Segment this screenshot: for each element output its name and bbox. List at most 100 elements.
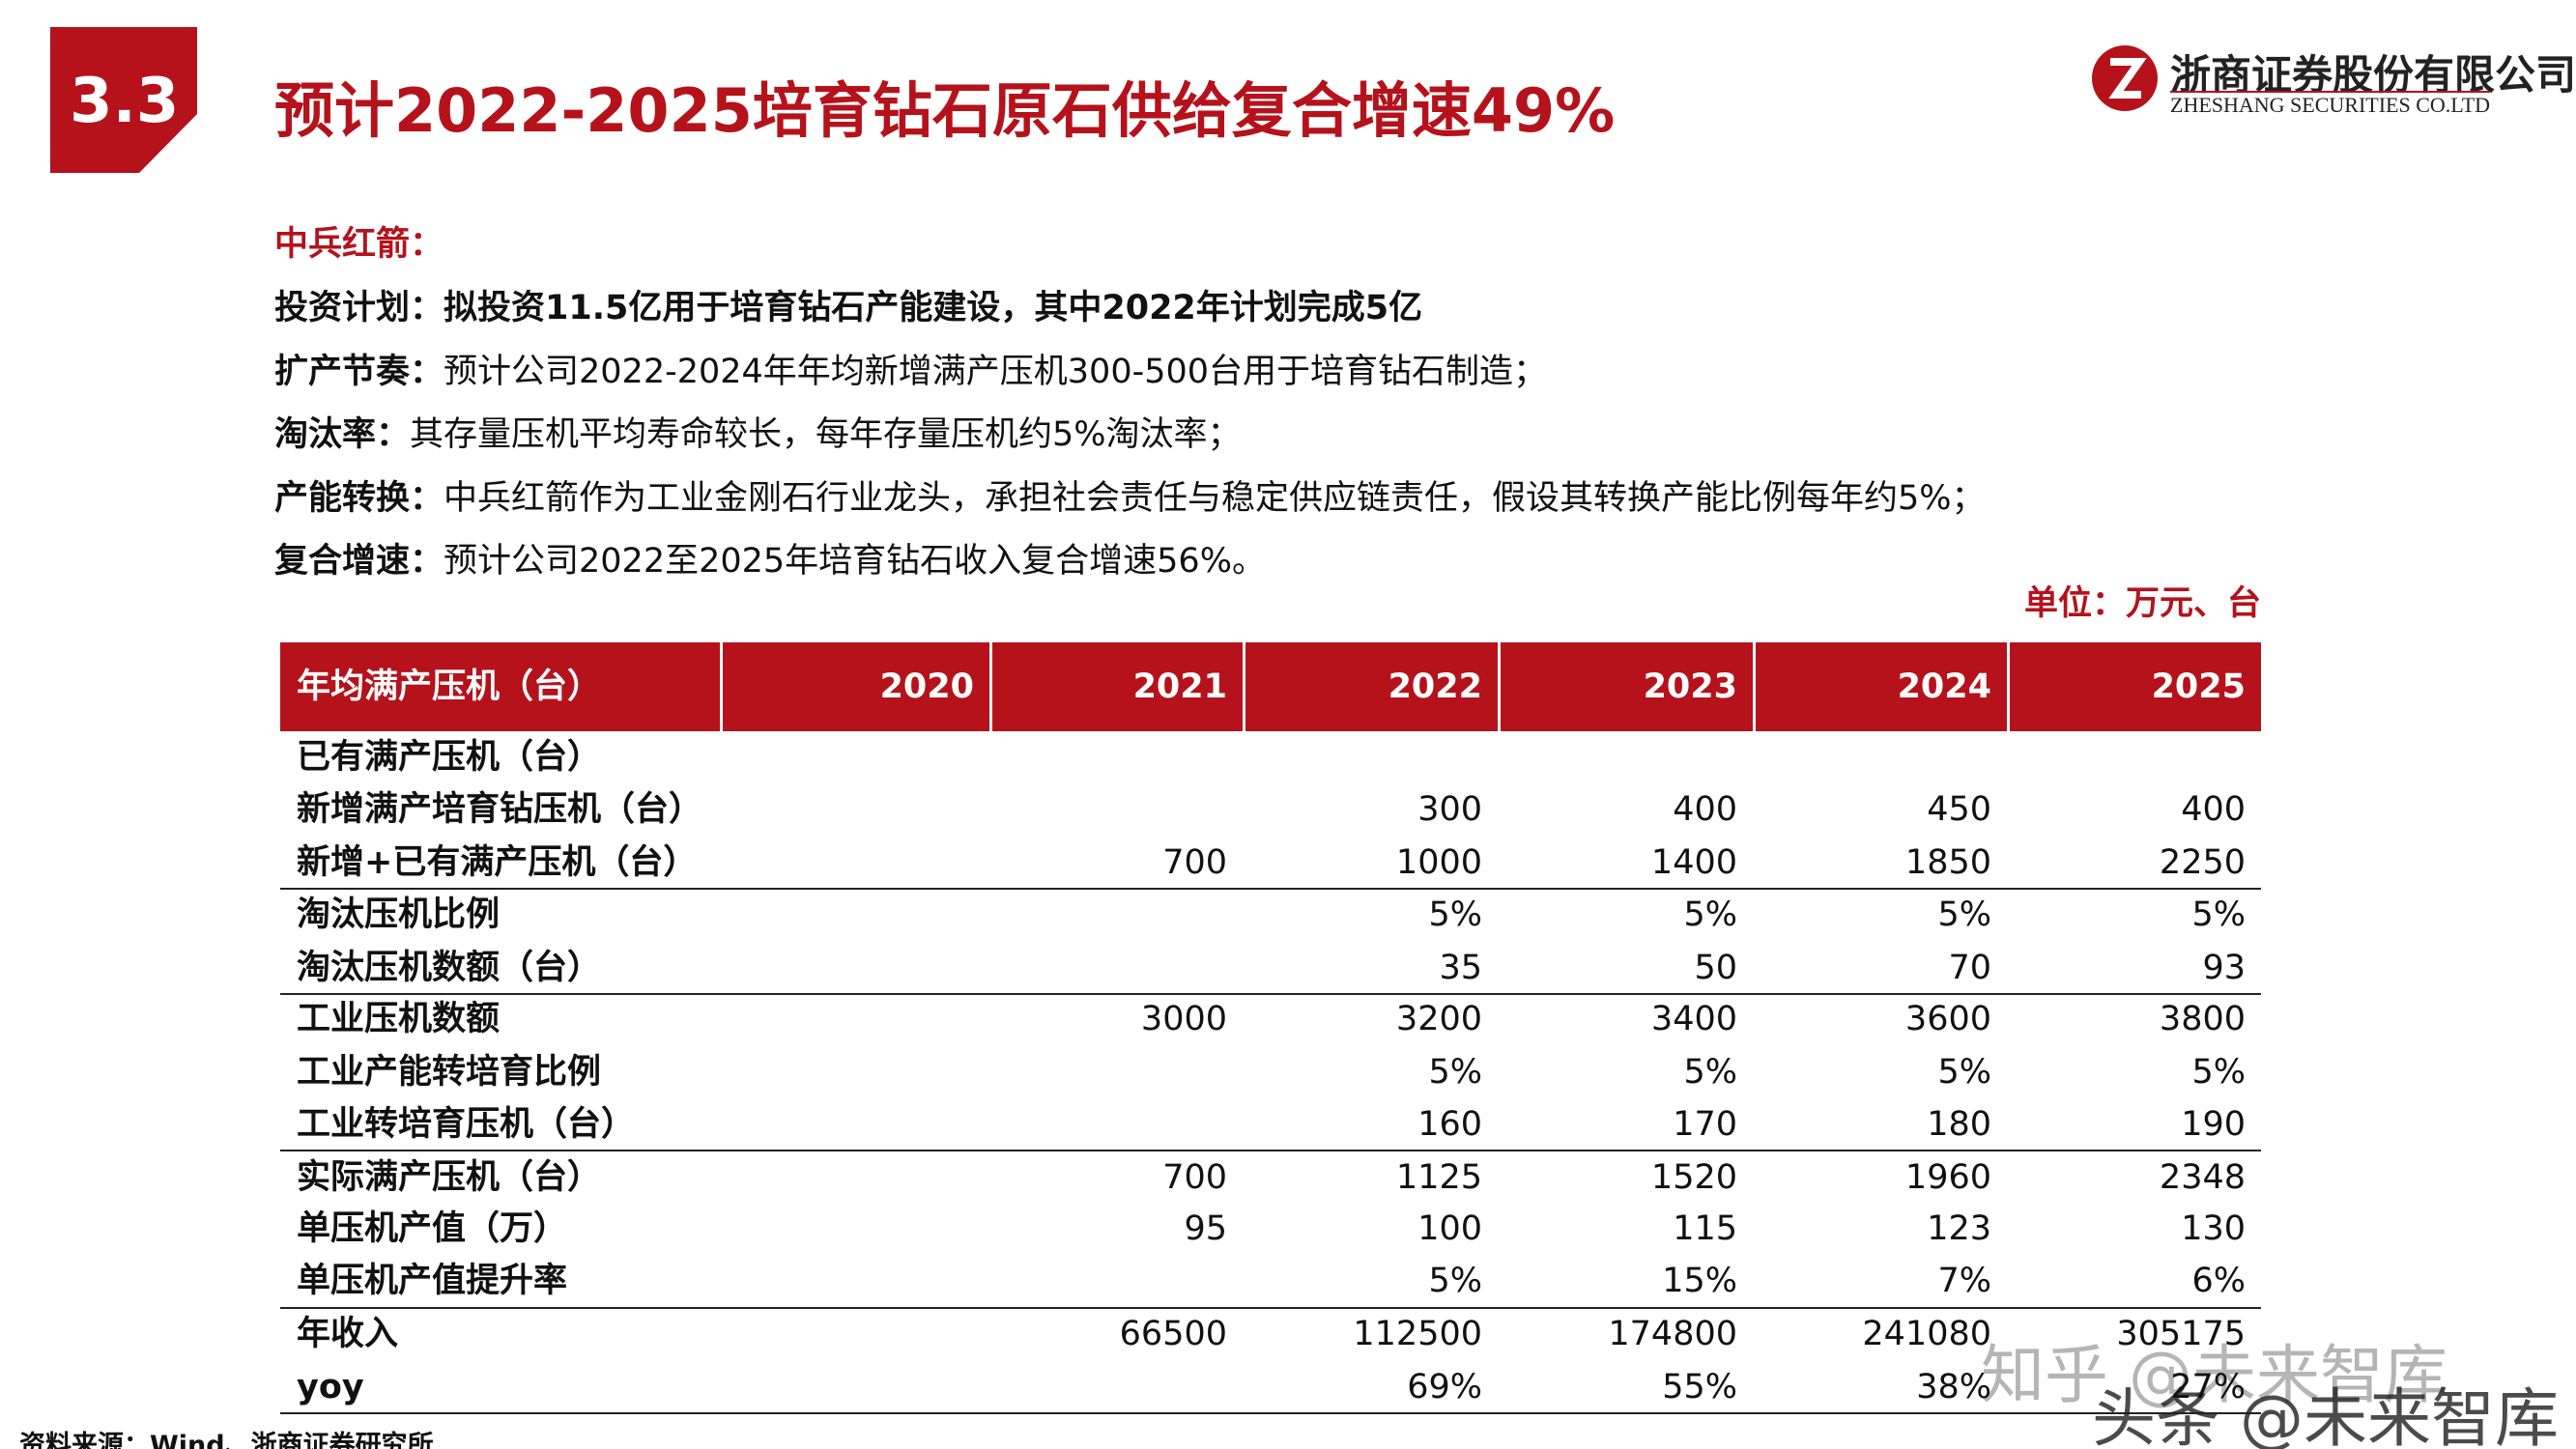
intro-line: 投资计划：拟投资11.5亿用于培育钻石产能建设，其中2022年计划完成5亿	[274, 280, 1422, 329]
row-label: 已有满产压机（台）	[297, 738, 602, 777]
cell-value: 1400	[1650, 843, 1737, 882]
cell-value: 241080	[1862, 1315, 1991, 1353]
cell-value: 300	[1417, 790, 1482, 829]
intro-line: 复合增速：预计公司2022至2025年培育钻石收入复合增速56%。	[274, 533, 1266, 582]
source: 资料来源：Wind、浙商证券研究所	[19, 1431, 434, 1449]
cell-value: 5%	[1428, 895, 1482, 934]
row-label: 新增+已有满产压机（台）	[297, 843, 698, 882]
row-label: yoy	[297, 1368, 364, 1406]
watermark: 头条 @未来智库	[2092, 1381, 2559, 1449]
cell-value: 2348	[2159, 1158, 2246, 1197]
intro-line: 扩产节奏：预计公司2022-2024年年均新增满产压机300-500台用于培育钻…	[274, 344, 1547, 393]
cell-value: 95	[1184, 1209, 1227, 1248]
section-number: 3.3	[70, 66, 180, 137]
column-header: 2022	[1388, 668, 1482, 706]
cell-value: 3800	[2159, 1000, 2246, 1038]
header-divider	[2007, 642, 2010, 731]
cell-value: 2250	[2159, 843, 2246, 882]
header-divider	[989, 642, 992, 731]
cell-value: 130	[2181, 1209, 2246, 1248]
cell-value: 3600	[1904, 1000, 1991, 1038]
cell-value: 35	[1439, 949, 1482, 987]
row-label: 单压机产值（万）	[297, 1209, 568, 1248]
cell-value: 180	[1927, 1105, 1991, 1144]
row-rule	[280, 1307, 2261, 1309]
cell-value: 69%	[1407, 1368, 1482, 1406]
row-rule	[280, 993, 2261, 995]
intro-text: 拟投资11.5亿用于培育钻石产能建设，其中2022年计划完成5亿	[444, 289, 1423, 327]
cell-value: 5%	[2191, 895, 2246, 934]
column-header: 2023	[1643, 668, 1737, 706]
column-header: 2020	[879, 668, 974, 706]
cell-value: 15%	[1662, 1262, 1737, 1300]
column-header: 年均满产压机（台）	[297, 668, 602, 706]
cell-value: 3000	[1140, 1000, 1227, 1038]
cell-value: 190	[2181, 1105, 2246, 1144]
intro-text: 预计公司2022-2024年年均新增满产压机300-500台用于培育钻石制造；	[444, 353, 1548, 391]
cell-value: 5%	[1428, 1262, 1482, 1300]
row-rule	[280, 1412, 2261, 1414]
cell-value: 6%	[2191, 1262, 2246, 1300]
logo-english: ZHESHANG SECURITIES CO.LTD	[2170, 91, 2491, 117]
cell-value: 170	[1673, 1105, 1737, 1144]
cell-value: 5%	[1683, 895, 1737, 934]
cell-value: 38%	[1916, 1368, 1991, 1406]
header-divider	[1753, 642, 1756, 731]
header-divider	[720, 642, 723, 731]
intro-text: 中兵红箭作为工业金刚石行业龙头，承担社会责任与稳定供应链责任，假设其转换产能比例…	[444, 479, 1986, 518]
logo-name: 浙商证券股份有限公司	[2170, 51, 2576, 99]
cell-value: 305175	[2116, 1315, 2246, 1353]
column-header: 2025	[2151, 668, 2246, 706]
company-label: 中兵红箭：	[274, 225, 444, 264]
row-label: 工业产能转培育比例	[297, 1053, 602, 1092]
intro-label: 扩产节奏：	[274, 353, 444, 391]
section-badge	[50, 27, 197, 173]
cell-value: 70	[1948, 949, 1991, 987]
cell-value: 1000	[1395, 843, 1482, 882]
cell-value: 100	[1417, 1209, 1482, 1248]
cell-value: 123	[1927, 1209, 1991, 1248]
cell-value: 160	[1417, 1105, 1482, 1144]
cell-value: 3200	[1395, 1000, 1482, 1038]
cell-value: 115	[1673, 1209, 1737, 1248]
logo-mark	[2092, 45, 2158, 111]
row-label: 淘汰压机数额（台）	[297, 949, 602, 987]
cell-value: 5%	[2191, 1053, 2246, 1092]
slide-title: 预计2022-2025培育钻石原石供给复合增速49%	[274, 75, 1616, 146]
intro-text: 预计公司2022至2025年培育钻石收入复合增速56%。	[444, 542, 1266, 581]
intro-line: 产能转换：中兵红箭作为工业金刚石行业龙头，承担社会责任与稳定供应链责任，假设其转…	[274, 470, 1986, 520]
unit-label: 单位：万元、台	[2023, 584, 2261, 623]
cell-value: 27%	[2170, 1368, 2246, 1406]
cell-value: 66500	[1119, 1315, 1227, 1353]
intro-line: 淘汰率：其存量压机平均寿命较长，每年存量压机约5%淘汰率；	[274, 407, 1242, 456]
cell-value: 5%	[1937, 895, 1991, 934]
header-divider	[1243, 642, 1245, 731]
table-header-bg	[280, 642, 2261, 731]
cell-value: 174800	[1608, 1315, 1737, 1353]
cell-value: 700	[1162, 1158, 1227, 1197]
row-label: 年收入	[297, 1315, 399, 1353]
cell-value: 55%	[1662, 1368, 1737, 1406]
cell-value: 5%	[1683, 1053, 1737, 1092]
cell-value: 93	[2202, 949, 2246, 987]
watermark: 知乎 @未来智库	[1981, 1338, 2447, 1412]
cell-value: 3400	[1650, 1000, 1737, 1038]
header-divider	[1498, 642, 1501, 731]
cell-value: 112500	[1353, 1315, 1482, 1353]
row-rule	[280, 888, 2261, 890]
intro-label: 淘汰率：	[274, 415, 411, 454]
intro-label: 投资计划：	[274, 289, 444, 327]
row-label: 淘汰压机比例	[297, 895, 501, 934]
cell-value: 1520	[1650, 1158, 1737, 1197]
intro-label: 复合增速：	[274, 542, 444, 581]
column-header: 2021	[1132, 668, 1227, 706]
row-label: 单压机产值提升率	[297, 1262, 568, 1300]
cell-value: 400	[1673, 790, 1737, 829]
row-rule	[280, 1150, 2261, 1151]
cell-value: 450	[1927, 790, 1991, 829]
intro-label: 产能转换：	[274, 479, 444, 518]
row-label: 工业压机数额	[297, 1000, 501, 1038]
intro-text: 其存量压机平均寿命较长，每年存量压机约5%淘汰率；	[410, 415, 1242, 454]
column-header: 2024	[1897, 668, 1991, 706]
